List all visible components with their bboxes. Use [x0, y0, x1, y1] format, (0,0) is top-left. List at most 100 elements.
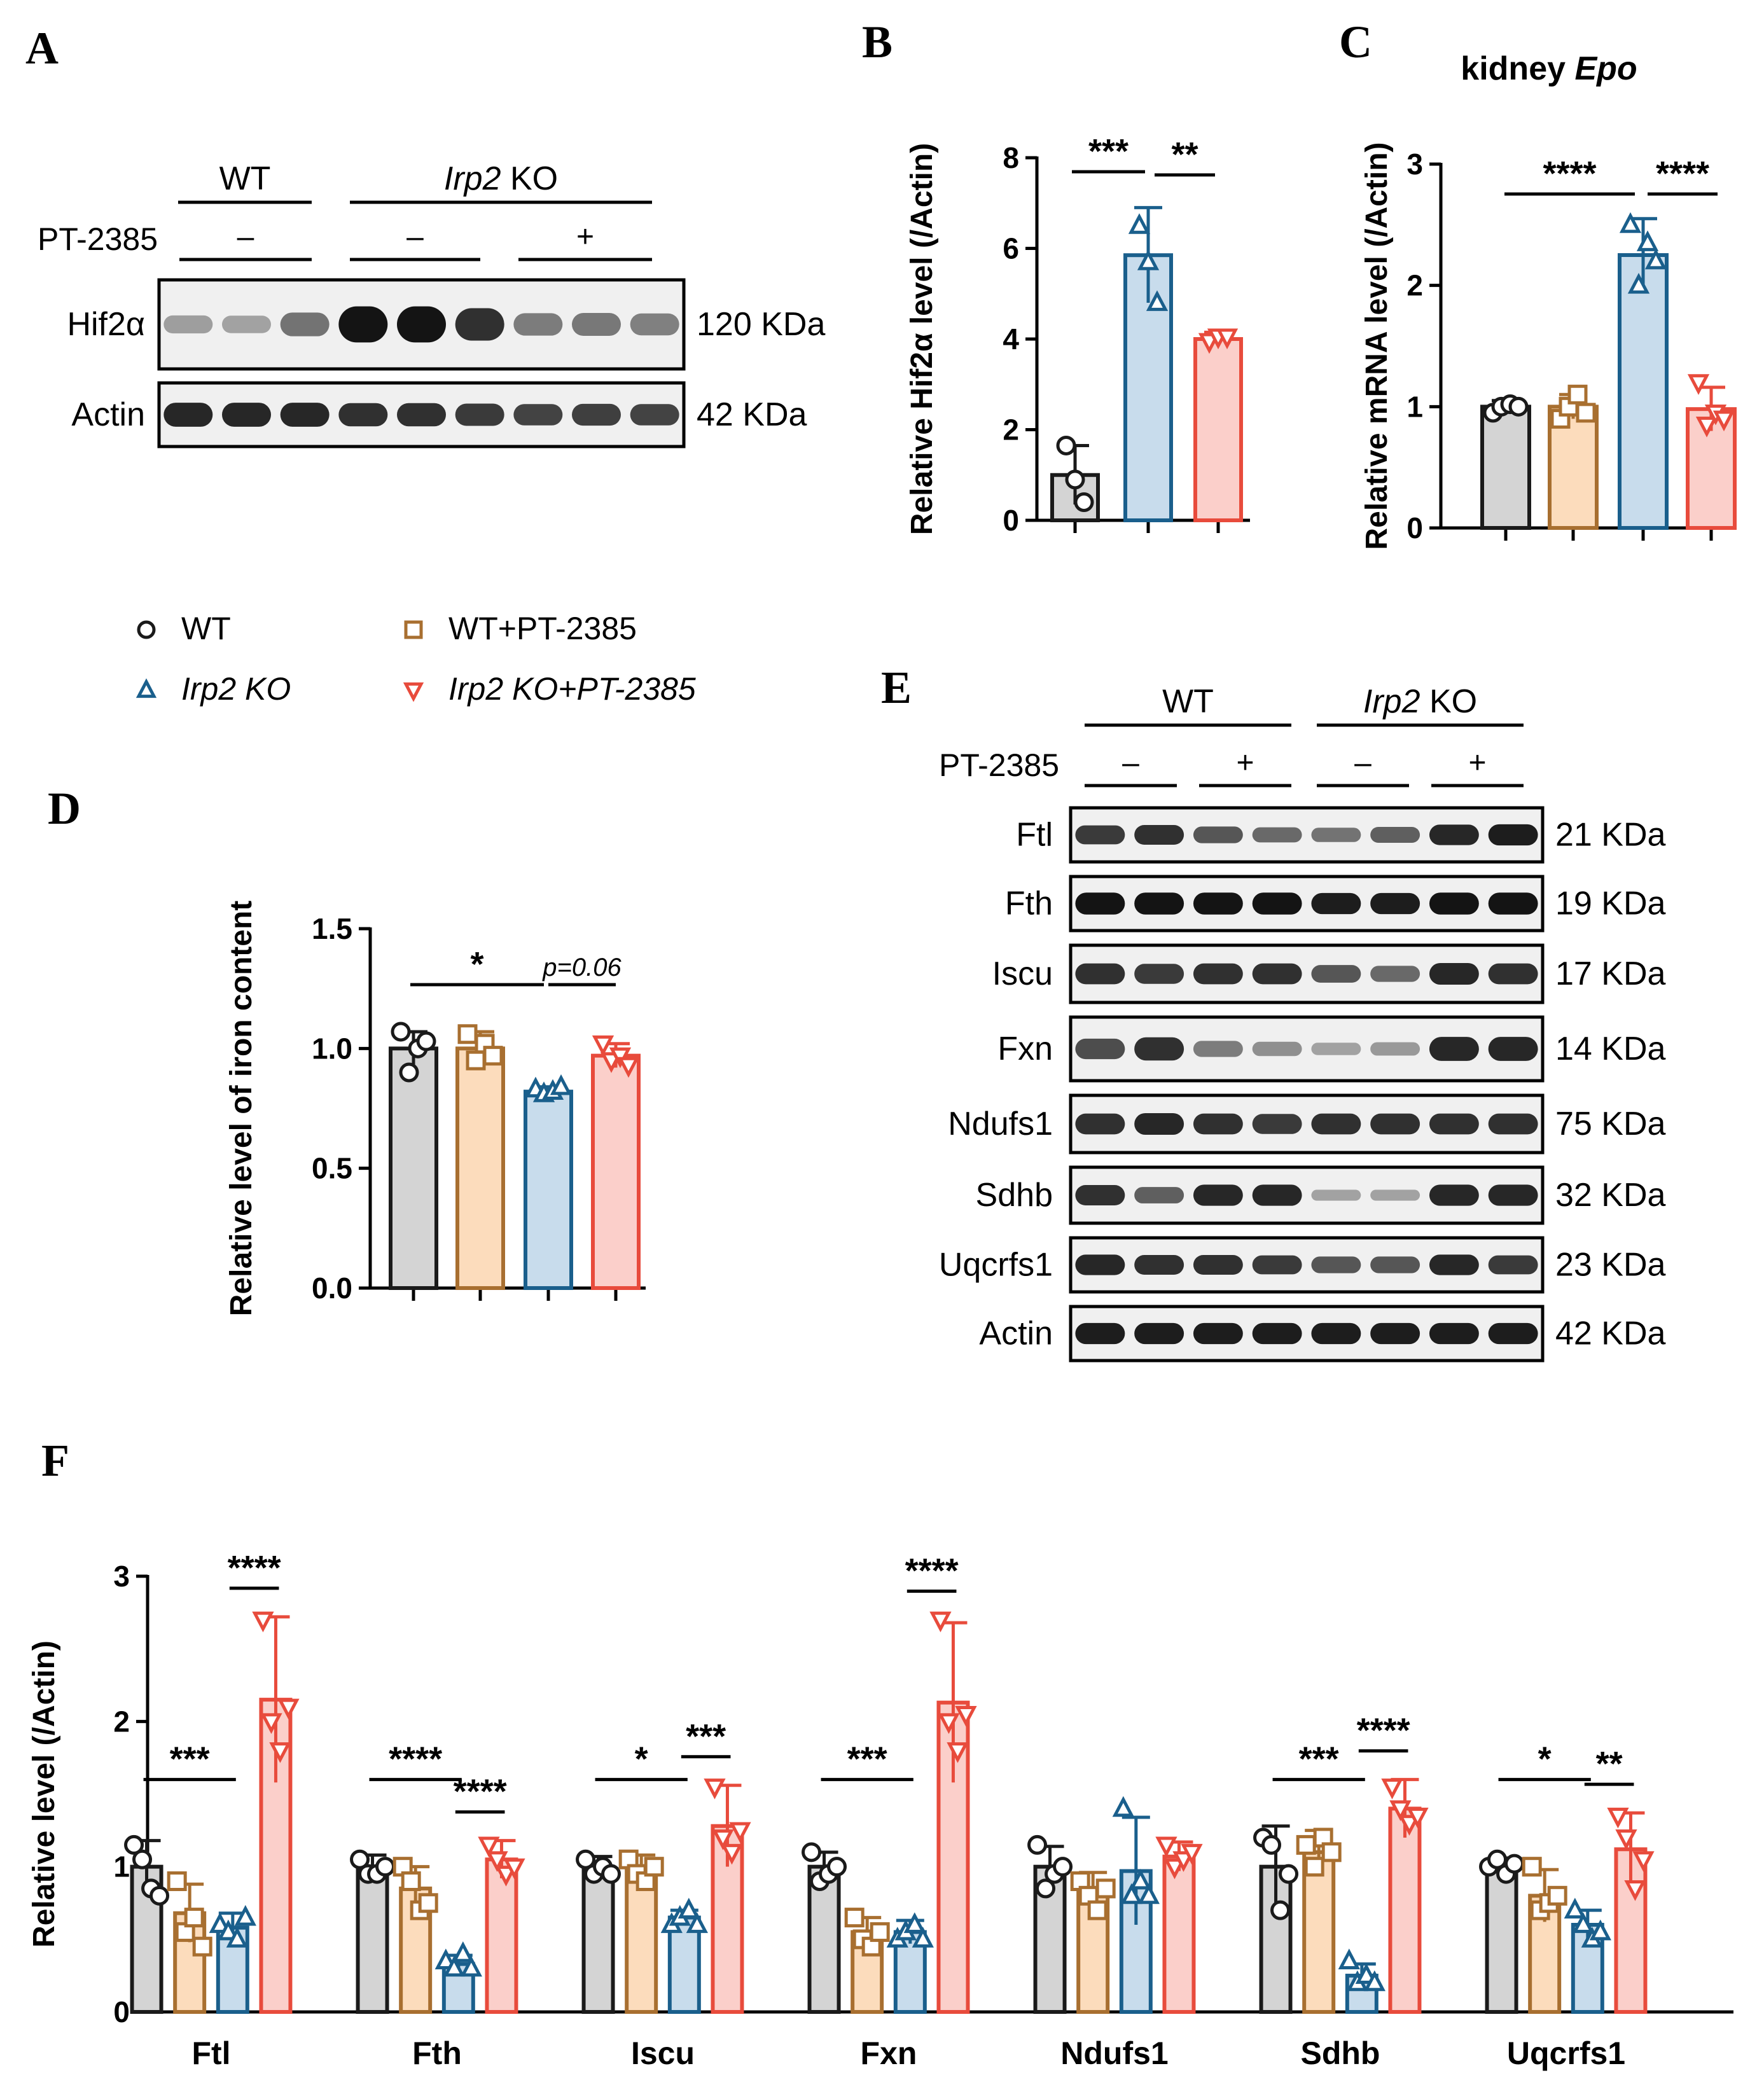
y-tick-label: 0 — [113, 1995, 130, 2028]
data-point — [1572, 1912, 1594, 1933]
blot-band — [1488, 1184, 1538, 1206]
data-point — [1261, 1834, 1282, 1855]
data-point — [1074, 492, 1094, 512]
blot-band — [1488, 892, 1538, 915]
legend-label: WT — [181, 611, 231, 646]
y-tick-label: 1 — [1406, 390, 1423, 423]
y-tick-label: 2 — [113, 1705, 130, 1738]
blot-protein-label: Sdhb — [976, 1177, 1053, 1214]
blot-band — [1134, 1187, 1184, 1203]
legend-marker-KO_PT — [403, 682, 424, 702]
blot-band — [1429, 1322, 1479, 1345]
blot-band — [1075, 1038, 1125, 1060]
panel-label-d: D — [48, 783, 81, 834]
blot-band — [1252, 1114, 1302, 1134]
blot-band — [1193, 1255, 1243, 1275]
data-point — [912, 1927, 934, 1948]
blot-band — [222, 315, 271, 333]
significance-label: * — [470, 945, 483, 983]
data-point — [1056, 435, 1076, 455]
bar-WT — [581, 1864, 615, 2014]
blot-band — [1488, 824, 1538, 846]
blot-band — [1429, 1184, 1479, 1206]
blot-band — [163, 403, 213, 427]
blot-band — [1134, 964, 1184, 984]
bar-WT — [807, 1864, 841, 2014]
blot-treatment-mark: + — [576, 220, 594, 254]
blot-band — [163, 315, 213, 334]
data-point — [1636, 230, 1659, 251]
data-point — [844, 1908, 865, 1928]
blot-band — [338, 403, 388, 427]
blot-treatment-label: PT-2385 — [939, 747, 1059, 783]
data-point — [617, 1057, 640, 1078]
significance-label: p=0.06 — [542, 953, 622, 981]
blot-band — [1134, 892, 1184, 915]
blot-band — [397, 403, 446, 427]
significance-label: **** — [1543, 155, 1596, 193]
blot-band — [1134, 1113, 1184, 1135]
y-axis-title: Relative Hif2α level (/Actin) — [905, 143, 939, 535]
y-tick-label: 3 — [113, 1560, 130, 1593]
data-point — [399, 1062, 419, 1083]
blot-band — [1193, 826, 1243, 843]
blot-band — [1488, 1322, 1538, 1345]
blot-protein-label: Ftl — [1016, 817, 1053, 854]
blot-band — [1193, 1184, 1243, 1206]
blot-band — [455, 308, 504, 341]
blot-treatment-mark: – — [1122, 746, 1139, 780]
blot-band — [1075, 1113, 1125, 1135]
blot-band — [630, 313, 679, 336]
blot-band — [1075, 1184, 1125, 1206]
x-category-label: Uqcrfs1 — [1507, 2035, 1625, 2071]
significance-label: *** — [170, 1740, 210, 1778]
blot-band — [280, 403, 330, 427]
blot-band — [572, 312, 621, 336]
data-point — [1181, 1843, 1203, 1865]
y-tick-label: 0.0 — [312, 1272, 352, 1305]
y-tick-label: 2 — [1003, 413, 1019, 447]
data-point — [592, 1035, 615, 1057]
x-category-label: Sdhb — [1301, 2035, 1380, 2071]
data-point — [1036, 1878, 1056, 1899]
blot-treatment-mark: – — [1354, 746, 1372, 780]
blot-band — [1429, 1037, 1479, 1061]
data-point — [550, 1074, 573, 1095]
data-point — [1607, 1807, 1629, 1829]
blot-band — [1075, 1322, 1125, 1345]
data-point — [1381, 1778, 1403, 1799]
significance-label: ** — [1171, 135, 1198, 174]
data-point — [391, 1022, 411, 1042]
significance-label: *** — [686, 1717, 726, 1756]
data-point — [1619, 212, 1642, 233]
y-tick-label: 1 — [113, 1850, 130, 1883]
x-category-label: Iscu — [631, 2035, 695, 2071]
data-point — [1120, 1883, 1142, 1904]
significance-label: *** — [1299, 1740, 1339, 1778]
data-point — [1027, 1834, 1048, 1855]
data-point — [184, 1908, 204, 1928]
blot-band — [1488, 1037, 1538, 1061]
data-point — [1564, 1897, 1586, 1919]
bar-WT_PT — [455, 1046, 505, 1291]
significance-label: *** — [1088, 132, 1129, 170]
blot-treatment-label: PT-2385 — [38, 221, 158, 257]
blot-band — [1370, 892, 1420, 915]
data-point — [1695, 417, 1718, 438]
significance-label: *** — [847, 1740, 887, 1778]
y-tick-label: 0 — [1406, 511, 1423, 544]
blot-band — [1252, 1184, 1302, 1206]
blot-band — [1311, 1113, 1361, 1135]
blot-group-label: WT — [219, 160, 271, 197]
blot-band — [1311, 892, 1361, 915]
panel-label-f: F — [41, 1435, 69, 1486]
blot-band — [1311, 828, 1361, 842]
blot-treatment-mark: – — [237, 220, 254, 254]
blot-band — [1370, 1322, 1420, 1345]
bar-WT — [356, 1864, 389, 2014]
bar-KO — [667, 1915, 701, 2014]
blot-band — [1370, 1113, 1420, 1135]
blot-group-label: Irp2 KO — [1363, 683, 1477, 720]
